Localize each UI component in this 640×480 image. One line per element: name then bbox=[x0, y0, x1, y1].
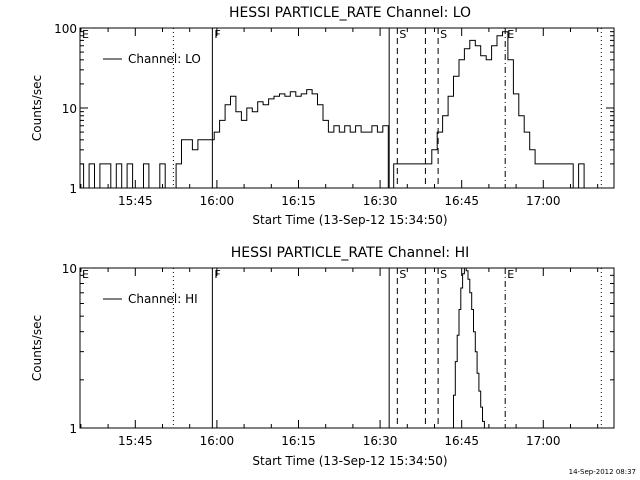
x-tick-label-0-2: 16:15 bbox=[281, 194, 316, 208]
y-axis-label-hi: Counts/sec bbox=[30, 315, 44, 381]
series-group-hi bbox=[452, 267, 486, 429]
x-tick-label-1-5: 17:00 bbox=[526, 434, 561, 448]
x-tick-label-1-2: 16:15 bbox=[281, 434, 316, 448]
tick-group-hi: 15:45 16:00 16:15 16:30 16:45 17:00 1 10 bbox=[62, 262, 614, 448]
event-marker-label-0-2: F bbox=[214, 28, 220, 41]
x-tick-label-0-5: 17:00 bbox=[526, 194, 561, 208]
event-marker-label-0-6: S bbox=[440, 28, 447, 41]
y-tick-label-1-0: 1 bbox=[69, 422, 77, 436]
x-tick-label-0-3: 16:30 bbox=[363, 194, 398, 208]
y-tick-label-0-0: 1 bbox=[69, 182, 77, 196]
event-marker-label-1-7: E bbox=[507, 268, 514, 281]
y-tick-label-1-1: 10 bbox=[62, 262, 77, 276]
event-marker-label-0-0: E bbox=[82, 28, 89, 41]
panel-hi: HESSI PARTICLE_RATE Channel: HI 15:45 16:… bbox=[30, 245, 615, 468]
chart-title-hi: HESSI PARTICLE_RATE Channel: HI bbox=[231, 245, 469, 261]
series-line-1-0 bbox=[452, 267, 486, 429]
x-tick-label-0-1: 16:00 bbox=[200, 194, 235, 208]
event-marker-label-1-2: F bbox=[214, 268, 220, 281]
series-line-0-0 bbox=[80, 31, 598, 189]
footer-timestamp: 14-Sep-2012 08:37 bbox=[569, 468, 636, 476]
y-axis-label-lo: Counts/sec bbox=[30, 75, 44, 141]
x-tick-label-1-1: 16:00 bbox=[200, 434, 235, 448]
x-tick-label-1-4: 16:45 bbox=[444, 434, 479, 448]
event-marker-label-1-6: S bbox=[440, 268, 447, 281]
tick-group-lo: 15:45 16:00 16:15 16:30 16:45 17:00 1 10 100 bbox=[54, 22, 614, 208]
event-marker-label-0-7: E bbox=[507, 28, 514, 41]
event-marker-label-1-4: S bbox=[399, 268, 406, 281]
x-tick-label-1-3: 16:30 bbox=[363, 434, 398, 448]
legend-label-hi: Channel: HI bbox=[128, 292, 198, 306]
y-tick-label-0-2: 100 bbox=[54, 22, 77, 36]
x-tick-label-1-0: 15:45 bbox=[118, 434, 153, 448]
chart-title-lo: HESSI PARTICLE_RATE Channel: LO bbox=[229, 5, 471, 21]
x-tick-label-0-4: 16:45 bbox=[444, 194, 479, 208]
event-marker-label-0-4: S bbox=[399, 28, 406, 41]
x-tick-label-0-0: 15:45 bbox=[118, 194, 153, 208]
x-axis-label-lo: Start Time (13-Sep-12 15:34:50) bbox=[252, 213, 447, 227]
y-tick-label-0-1: 10 bbox=[62, 102, 77, 116]
event-marker-label-1-0: E bbox=[82, 268, 89, 281]
x-axis-label-hi: Start Time (13-Sep-12 15:34:50) bbox=[252, 454, 447, 468]
legend-label-lo: Channel: LO bbox=[128, 52, 201, 66]
panel-lo: HESSI PARTICLE_RATE Channel: LO 15:45 16:… bbox=[30, 5, 615, 227]
series-group-lo bbox=[80, 31, 598, 189]
